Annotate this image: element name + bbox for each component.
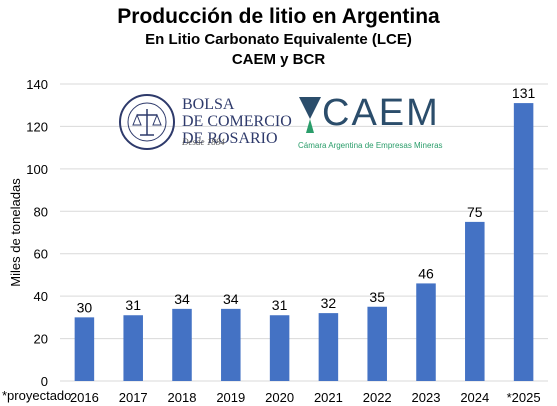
x-tick-label: 2017 (119, 390, 148, 405)
y-tick-label: 20 (34, 332, 48, 347)
bar (513, 103, 534, 381)
bar (221, 308, 241, 381)
y-tick-label: 40 (34, 289, 48, 304)
y-tick-label: 80 (34, 204, 48, 219)
bcr-line-3: DE ROSARIO (182, 130, 278, 147)
data-label: 46 (418, 265, 434, 281)
chart-titles: Producción de litio en Argentina En Liti… (0, 4, 557, 70)
bcr-wordmark: BOLSA DE COMERCIO DE ROSARIO (182, 96, 292, 147)
x-tick-label: 2024 (460, 390, 489, 405)
bcr-line-1: BOLSA (182, 96, 235, 113)
chart-title: Producción de litio en Argentina (117, 5, 440, 28)
chart-subtitle: En Litio Carbonato Equivalente (LCE) (145, 31, 412, 48)
y-tick-label: 140 (26, 77, 48, 92)
bcr-logo: BOLSA DE COMERCIO DE ROSARIO Desde 1884 (118, 93, 293, 153)
x-tick-label: 2016 (70, 390, 99, 405)
x-tick-label: *2025 (507, 390, 541, 405)
data-label: 35 (369, 289, 385, 305)
bar (416, 283, 436, 381)
bar (269, 315, 290, 381)
data-label: 75 (467, 204, 483, 220)
projected-note: *proyectado (2, 388, 72, 403)
bar (172, 308, 192, 381)
bar (367, 306, 387, 381)
bcr-seal-icon (119, 94, 175, 150)
data-label: 34 (223, 291, 239, 307)
x-tick-label: 2021 (314, 390, 343, 405)
x-tick-label: 2022 (363, 390, 392, 405)
y-tick-label: 100 (26, 162, 48, 177)
y-tick-label: 60 (34, 247, 48, 262)
y-tick-label: 120 (26, 119, 48, 134)
bar (318, 313, 339, 381)
chart-source: CAEM y BCR (231, 51, 326, 68)
x-tick-label: 2023 (412, 390, 441, 405)
data-label: 34 (174, 291, 190, 307)
data-label: 31 (125, 297, 141, 313)
bar (74, 317, 95, 381)
caem-subtitle: Cámara Argentina de Empresas Mineras (298, 141, 443, 150)
caem-mark-icon (299, 97, 321, 133)
bar (465, 221, 485, 381)
bar (123, 315, 143, 381)
y-tick-label: 0 (41, 374, 48, 389)
bcr-since: Desde 1884 (182, 137, 225, 147)
data-label: 32 (321, 295, 337, 311)
bcr-line-2: DE COMERCIO (182, 113, 292, 130)
data-label: 31 (272, 297, 288, 313)
data-label: 131 (512, 85, 536, 101)
caem-wordmark: CAEM (322, 92, 440, 134)
caem-logo: CAEM Cámara Argentina de Empresas Minera… (296, 93, 456, 155)
x-tick-label: 2019 (216, 390, 245, 405)
data-label: 30 (77, 299, 93, 315)
y-axis-title: Miles de toneladas (8, 178, 23, 287)
x-tick-label: 2018 (168, 390, 197, 405)
x-tick-label: 2020 (265, 390, 294, 405)
